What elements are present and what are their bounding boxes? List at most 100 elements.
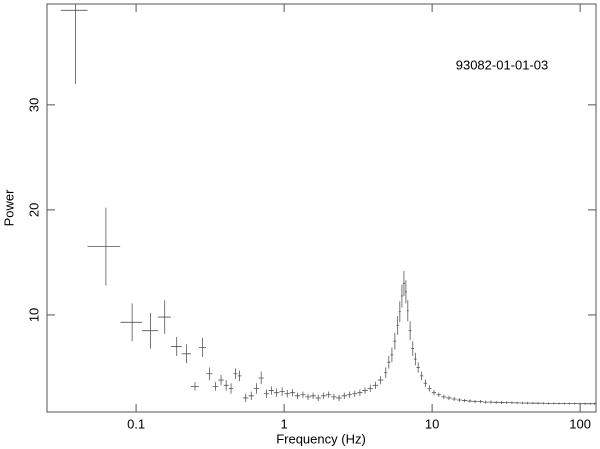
error-bar: [404, 280, 407, 304]
error-bar: [406, 300, 409, 322]
error-bar: [320, 392, 327, 399]
y-tick-label: 20: [26, 203, 41, 217]
error-bar: [446, 395, 452, 401]
error-bar: [416, 362, 420, 373]
error-bar: [284, 390, 290, 398]
error-bar: [535, 402, 541, 405]
error-bar: [582, 402, 588, 405]
error-bar: [393, 332, 397, 350]
error-bar: [212, 382, 219, 391]
error-bar: [206, 367, 213, 381]
error-bar: [305, 393, 311, 401]
x-axis-label: Frequency (Hz): [276, 431, 366, 446]
error-bar: [419, 371, 424, 381]
error-bar: [414, 352, 417, 366]
error-bar: [493, 400, 499, 404]
error-bar: [551, 402, 557, 405]
error-bar: [294, 392, 301, 399]
error-bar: [331, 393, 337, 401]
error-bar: [372, 381, 379, 389]
error-bar: [592, 402, 597, 405]
error-bar: [556, 402, 562, 405]
error-bar: [456, 398, 462, 402]
y-axis-label: Power: [1, 189, 16, 227]
error-bar: [587, 402, 593, 405]
error-bar: [190, 382, 199, 391]
error-bar: [504, 401, 510, 404]
error-bar: [223, 380, 229, 391]
error-bar: [509, 401, 515, 405]
x-tick-label: 100: [569, 416, 591, 431]
error-bar: [289, 388, 296, 397]
error-bar: [462, 398, 468, 403]
error-bar: [400, 284, 403, 308]
error-bar: [571, 402, 578, 405]
error-bar: [561, 402, 567, 405]
error-bar: [87, 207, 121, 286]
annotation: 93082-01-01-03: [456, 57, 549, 72]
error-bar: [141, 312, 159, 349]
error-bar: [300, 391, 306, 398]
error-bar: [441, 394, 447, 399]
error-bar: [273, 388, 280, 397]
error-bar: [248, 391, 254, 401]
error-bar: [228, 383, 234, 394]
error-bar: [181, 344, 191, 364]
error-bar: [577, 402, 583, 405]
error-bar: [545, 402, 552, 405]
error-bar: [436, 392, 442, 397]
error-bar: [60, 4, 88, 84]
error-bar: [198, 338, 206, 357]
error-bar: [427, 385, 432, 392]
y-tick-label: 30: [26, 98, 41, 112]
error-bar: [540, 402, 546, 405]
error-bar: [566, 402, 573, 405]
error-bar: [411, 341, 415, 356]
error-bar: [423, 379, 428, 387]
error-bar: [233, 368, 238, 380]
error-bar: [431, 390, 437, 396]
error-bar: [258, 371, 264, 385]
error-bar: [218, 374, 224, 386]
error-bar: [310, 392, 316, 399]
error-bar: [472, 400, 478, 404]
error-bar: [120, 303, 143, 342]
error-bar: [384, 367, 388, 378]
plot-frame: [46, 3, 597, 413]
error-bar: [390, 347, 394, 363]
error-bar: [325, 391, 332, 398]
error-bar: [157, 300, 171, 334]
error-bar: [377, 375, 384, 385]
error-bar: [451, 397, 457, 401]
error-bar: [346, 391, 352, 398]
error-bar: [279, 387, 285, 396]
error-bar: [253, 383, 260, 394]
error-bar: [268, 386, 274, 395]
error-bar: [498, 401, 505, 404]
error-bar: [237, 370, 242, 382]
error-bar: [315, 394, 321, 402]
error-bar: [524, 401, 531, 405]
error-bar: [519, 401, 525, 405]
error-bar: [402, 270, 405, 297]
error-bar: [336, 394, 342, 402]
error-bar: [398, 301, 401, 323]
error-bar: [171, 336, 182, 356]
error-bar: [341, 392, 348, 399]
error-bar: [357, 389, 363, 396]
x-tick-label: 10: [425, 416, 439, 431]
error-bar: [514, 401, 520, 405]
error-bar: [367, 384, 373, 393]
error-bar: [488, 400, 494, 404]
error-bar: [477, 400, 483, 404]
error-bar: [263, 389, 270, 398]
error-bar: [242, 393, 249, 403]
error-bar: [352, 390, 358, 397]
x-tick-label: 1: [280, 416, 287, 431]
error-bar: [408, 321, 412, 341]
error-bar: [387, 355, 391, 369]
error-bar: [396, 315, 399, 335]
error-bar: [482, 400, 489, 404]
